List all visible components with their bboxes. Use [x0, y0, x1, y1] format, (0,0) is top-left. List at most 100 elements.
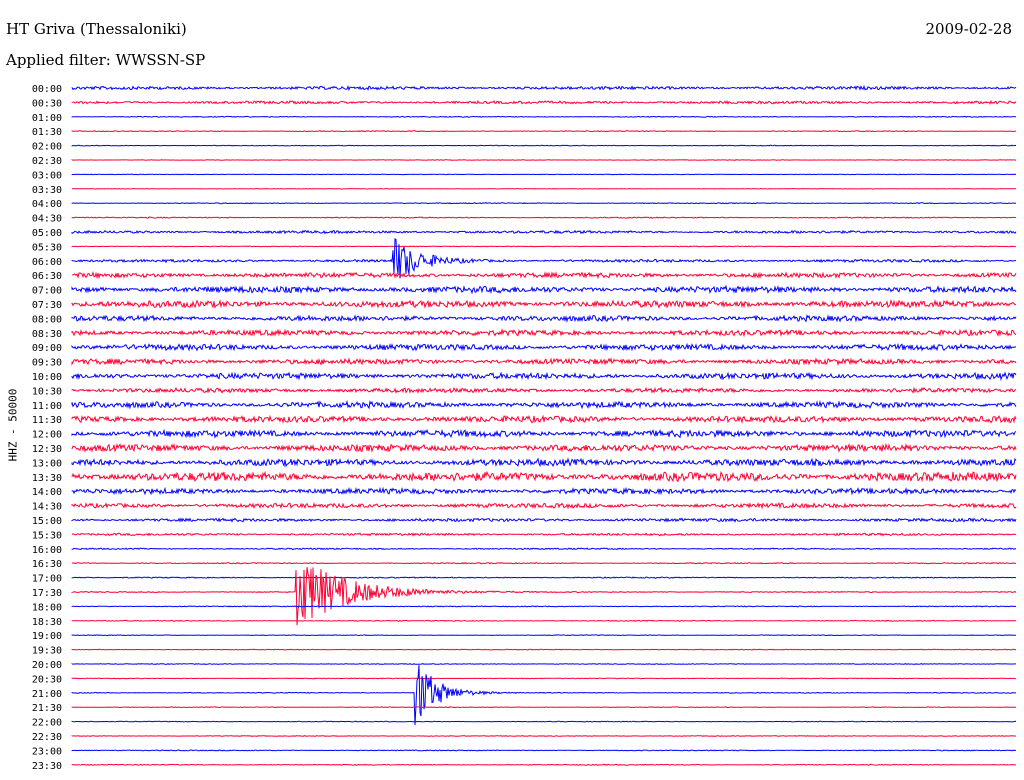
trace-row: [71, 605, 1017, 608]
time-tick-label: 01:00: [32, 113, 62, 124]
trace-row: [71, 238, 1017, 279]
time-tick-label: 00:00: [32, 84, 62, 95]
time-tick-label: 13:30: [32, 473, 62, 484]
time-tick-label: 06:00: [32, 257, 62, 268]
trace-row: [71, 144, 1017, 147]
channel-label: HHZ - 50000: [6, 388, 20, 462]
trace-row: [71, 562, 1017, 565]
trace-row: [71, 271, 1017, 280]
time-tick-label: 07:30: [32, 300, 62, 311]
time-tick-label: 19:30: [32, 646, 62, 657]
trace-row: [71, 342, 1017, 352]
time-tick-label: 17:30: [32, 588, 62, 599]
record-date: 2009-02-28: [925, 20, 1012, 38]
time-tick-label: 16:30: [32, 559, 62, 570]
time-tick-label: 02:00: [32, 142, 62, 153]
trace-row: [71, 328, 1017, 338]
trace-row: [71, 749, 1017, 752]
time-tick-label: 14:30: [32, 502, 62, 513]
trace-row: [71, 314, 1017, 323]
trace-row: [71, 547, 1017, 551]
trace-row: [71, 371, 1017, 382]
trace-row: [71, 84, 1017, 92]
trace-row: [71, 229, 1017, 235]
trace-row: [71, 706, 1016, 709]
time-tick-label: 03:00: [32, 170, 62, 181]
time-tick-label: 13:00: [32, 458, 62, 469]
trace-row: [71, 159, 1017, 161]
trace-row: [71, 677, 1017, 680]
time-tick-label: 02:30: [32, 156, 62, 167]
time-tick-label: 20:30: [32, 674, 62, 685]
trace-row: [71, 173, 1017, 176]
trace-row: [71, 648, 1017, 651]
trace-row: [71, 662, 1016, 665]
trace-row: [71, 486, 1017, 496]
time-tick-label: 22:00: [32, 718, 62, 729]
trace-row: [71, 298, 1017, 309]
time-tick-label: 14:00: [32, 487, 62, 498]
time-tick-label: 23:30: [32, 761, 62, 772]
trace-row: [71, 216, 1017, 219]
time-tick-label: 18:00: [32, 602, 62, 613]
trace-row: [71, 187, 1017, 190]
trace-row: [71, 115, 1017, 118]
time-tick-label: 22:30: [32, 732, 62, 743]
trace-row: [71, 245, 1017, 248]
time-tick-label: 06:30: [32, 271, 62, 282]
time-tick-label: 15:00: [32, 516, 62, 527]
trace-row: [71, 202, 1016, 205]
trace-row: [71, 130, 1017, 133]
trace-row: [71, 735, 1017, 737]
trace-row: [71, 502, 1017, 510]
trace-row: [71, 386, 1017, 394]
time-tick-label: 04:30: [32, 214, 62, 225]
time-tick-label: 11:00: [32, 401, 62, 412]
trace-row: [71, 720, 1017, 723]
time-tick-label: 15:30: [32, 530, 62, 541]
trace-row: [71, 763, 1016, 766]
trace-row: [71, 442, 1017, 454]
trace-row: [71, 428, 1017, 439]
time-tick-label: 23:00: [32, 746, 62, 757]
time-tick-label: 09:30: [32, 358, 62, 369]
time-tick-label: 16:00: [32, 545, 62, 556]
trace-row: [71, 567, 1017, 626]
trace-row: [71, 457, 1017, 468]
time-tick-label: 12:30: [32, 444, 62, 455]
trace-row: [71, 414, 1017, 425]
station-title: HT Griva (Thessaloniki): [6, 20, 187, 38]
time-tick-label: 05:00: [32, 228, 62, 239]
trace-row: [71, 470, 1017, 483]
time-tick-label: 04:00: [32, 199, 62, 210]
time-tick-label: 20:00: [32, 660, 62, 671]
time-tick-label: 01:30: [32, 127, 62, 138]
time-tick-label: 10:00: [32, 372, 62, 383]
trace-row: [71, 576, 1017, 579]
trace-row: [71, 619, 1017, 622]
time-tick-label: 08:30: [32, 329, 62, 340]
time-tick-label: 19:00: [32, 631, 62, 642]
time-tick-label: 18:30: [32, 617, 62, 628]
trace-row: [71, 99, 1017, 105]
trace-row: [71, 517, 1017, 523]
time-tick-label: 09:00: [32, 343, 62, 354]
time-tick-label: 21:00: [32, 689, 62, 700]
time-tick-label: 03:30: [32, 185, 62, 196]
time-tick-label: 12:00: [32, 430, 62, 441]
time-tick-label: 08:00: [32, 314, 62, 325]
time-tick-label: 11:30: [32, 415, 62, 426]
time-tick-label: 07:00: [32, 286, 62, 297]
trace-row: [71, 357, 1017, 367]
time-tick-label: 05:30: [32, 242, 62, 253]
time-tick-label: 10:30: [32, 386, 62, 397]
trace-row: [71, 532, 1017, 537]
trace-row: [71, 399, 1017, 410]
time-tick-label: 00:30: [32, 98, 62, 109]
filter-label: Applied filter: WWSSN-SP: [6, 51, 206, 69]
time-tick-label: 17:00: [32, 574, 62, 585]
trace-row: [71, 665, 1017, 726]
time-tick-label: 21:30: [32, 703, 62, 714]
trace-row: [71, 284, 1017, 295]
